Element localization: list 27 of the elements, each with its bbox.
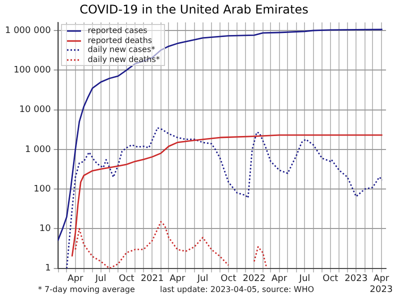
y-tick-label: 100 000 — [14, 65, 52, 76]
legend-label: reported cases — [88, 26, 148, 36]
y-tick-label: 1 — [45, 264, 51, 274]
x-tick-label: Oct — [220, 274, 237, 284]
x-tick-label: Jul — [94, 274, 106, 284]
x-tick-label: Apr — [272, 274, 288, 284]
x-tick-label: 2023 — [344, 274, 368, 284]
x-tick-label: 2021 — [140, 274, 164, 284]
chart-title: COVID-19 in the United Arab Emirates — [80, 2, 308, 16]
text: * 7-day moving average — [38, 285, 135, 294]
x-tick-label: Jul — [196, 274, 208, 284]
x-tick-label: Apr — [68, 274, 84, 284]
text: last update: 2023-04-05, source: WHO — [160, 285, 314, 294]
x-tick-label: Apr — [170, 274, 186, 284]
x-tick-label: 2022 — [242, 274, 266, 284]
x-tick-label: Oct — [322, 274, 339, 284]
x-tick-label: Jul — [298, 274, 310, 284]
y-tick-label: 100 — [34, 184, 52, 194]
x-tick-label: Apr 2023 — [370, 274, 393, 295]
y-tick-label: 1 000 000 — [4, 26, 52, 36]
y-tick-label: 1 000 — [25, 144, 52, 155]
legend-label: daily new cases* — [88, 45, 156, 55]
legend-label: daily new deaths* — [88, 54, 160, 64]
y-tick-label: 10 000 — [19, 105, 52, 116]
legend-label: reported deaths — [88, 36, 152, 46]
y-tick-label: 10 — [39, 224, 52, 234]
x-tick-label: Oct — [118, 274, 135, 284]
